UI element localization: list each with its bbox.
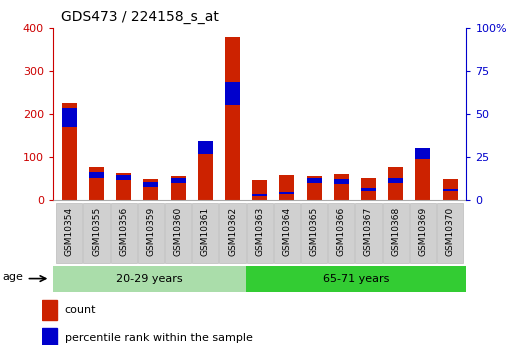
Text: GSM10370: GSM10370 xyxy=(446,207,455,256)
FancyBboxPatch shape xyxy=(383,203,409,263)
Bar xyxy=(198,148,213,200)
Text: GSM10369: GSM10369 xyxy=(418,207,427,256)
Bar xyxy=(334,174,349,200)
Bar xyxy=(171,178,185,183)
Text: 65-71 years: 65-71 years xyxy=(323,274,390,284)
FancyBboxPatch shape xyxy=(410,203,436,263)
Text: GSM10354: GSM10354 xyxy=(65,207,74,256)
Bar xyxy=(198,141,213,154)
FancyBboxPatch shape xyxy=(192,203,218,263)
Bar xyxy=(252,180,267,200)
Bar xyxy=(62,103,77,200)
Text: 20-29 years: 20-29 years xyxy=(116,274,183,284)
FancyBboxPatch shape xyxy=(219,203,245,263)
Bar xyxy=(416,155,430,200)
FancyBboxPatch shape xyxy=(83,203,110,263)
Text: GSM10356: GSM10356 xyxy=(119,207,128,256)
FancyBboxPatch shape xyxy=(111,203,137,263)
FancyBboxPatch shape xyxy=(138,203,164,263)
Bar xyxy=(89,167,104,200)
FancyBboxPatch shape xyxy=(356,203,382,263)
Bar xyxy=(334,179,349,184)
Text: GSM10368: GSM10368 xyxy=(391,207,400,256)
Bar xyxy=(62,108,77,127)
Bar xyxy=(53,266,246,292)
Text: GSM10366: GSM10366 xyxy=(337,207,346,256)
Bar xyxy=(307,178,322,183)
Bar xyxy=(144,182,158,187)
Text: GSM10359: GSM10359 xyxy=(146,207,155,256)
Bar xyxy=(42,300,57,320)
Bar xyxy=(225,81,240,105)
Text: GDS473 / 224158_s_at: GDS473 / 224158_s_at xyxy=(61,10,219,24)
Bar xyxy=(443,189,457,191)
Bar xyxy=(225,37,240,200)
Text: age: age xyxy=(3,272,23,282)
Bar xyxy=(246,266,466,292)
Text: GSM10365: GSM10365 xyxy=(310,207,319,256)
Bar xyxy=(171,176,185,200)
Bar xyxy=(279,193,294,194)
Text: GSM10360: GSM10360 xyxy=(174,207,183,256)
Text: GSM10362: GSM10362 xyxy=(228,207,237,256)
Bar xyxy=(307,176,322,200)
Bar xyxy=(116,173,131,200)
FancyBboxPatch shape xyxy=(301,203,327,263)
FancyBboxPatch shape xyxy=(56,203,82,263)
Bar xyxy=(416,148,430,159)
Text: GSM10361: GSM10361 xyxy=(201,207,210,256)
Bar xyxy=(252,194,267,196)
Bar xyxy=(361,178,376,200)
FancyBboxPatch shape xyxy=(274,203,300,263)
Bar xyxy=(388,167,403,200)
FancyBboxPatch shape xyxy=(165,203,191,263)
Bar xyxy=(144,179,158,200)
FancyBboxPatch shape xyxy=(437,203,463,263)
Text: percentile rank within the sample: percentile rank within the sample xyxy=(65,333,252,343)
Bar xyxy=(42,328,57,345)
FancyBboxPatch shape xyxy=(328,203,355,263)
Text: GSM10363: GSM10363 xyxy=(255,207,264,256)
FancyBboxPatch shape xyxy=(246,203,273,263)
Bar xyxy=(388,178,403,183)
Text: count: count xyxy=(65,305,96,315)
Text: GSM10355: GSM10355 xyxy=(92,207,101,256)
Text: GSM10364: GSM10364 xyxy=(282,207,292,256)
Bar xyxy=(89,172,104,178)
Text: GSM10367: GSM10367 xyxy=(364,207,373,256)
Bar xyxy=(443,179,457,200)
Bar xyxy=(116,175,131,180)
Bar xyxy=(279,175,294,200)
Bar xyxy=(361,188,376,190)
